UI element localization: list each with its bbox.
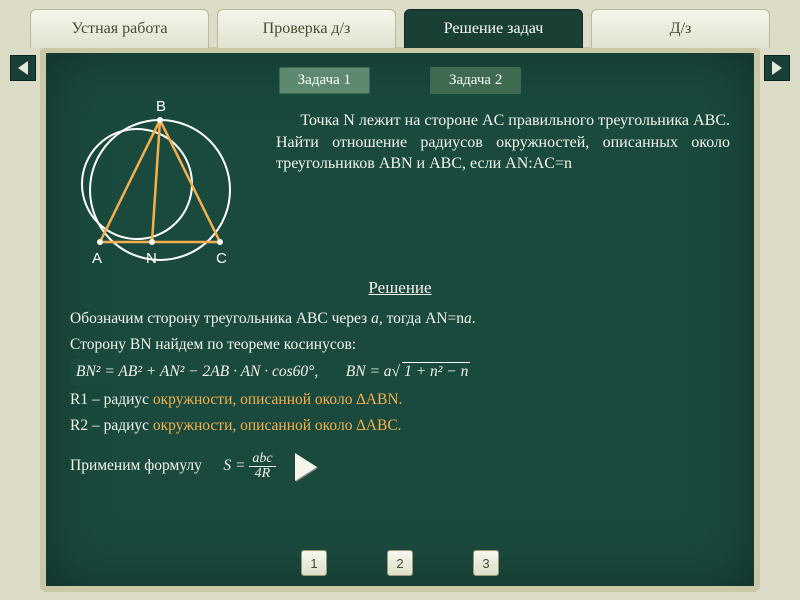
page-1-button[interactable]: 1 — [301, 550, 327, 576]
solution-line-1: Обозначим сторону треугольника ABC через… — [70, 308, 730, 330]
geometry-diagram: B A N C — [70, 102, 260, 272]
formula-cosines: BN² = AB² + AN² − 2AB · AN · cos60°, BN … — [70, 359, 730, 385]
label-C: C — [216, 250, 227, 267]
solution-heading: Решение — [70, 278, 730, 298]
tab-homework[interactable]: Д/з — [591, 9, 770, 48]
board-wrap: Задача 1 Задача 2 B A N C — [10, 47, 790, 592]
page-2-button[interactable]: 2 — [387, 550, 413, 576]
tab-solving[interactable]: Решение задач — [404, 9, 583, 48]
subtab-task1[interactable]: Задача 1 — [279, 67, 370, 94]
next-slide-button[interactable] — [764, 55, 790, 81]
subtab-task2[interactable]: Задача 2 — [430, 67, 521, 94]
label-N: N — [146, 250, 157, 267]
label-A: A — [92, 250, 102, 267]
label-B: B — [156, 98, 166, 115]
apply-formula-line: Применим формулу S = abc 4R — [70, 450, 730, 483]
problem-statement: Точка N лежит на стороне AC правильного … — [276, 102, 730, 272]
chalkboard: Задача 1 Задача 2 B A N C — [40, 47, 760, 592]
tab-oral[interactable]: Устная работа — [30, 9, 209, 48]
r1-line: R1 – радиус окружности, описанной около … — [70, 389, 730, 411]
tab-homework-check[interactable]: Проверка д/з — [217, 9, 396, 48]
play-icon[interactable] — [295, 453, 317, 481]
page-3-button[interactable]: 3 — [473, 550, 499, 576]
prev-slide-button[interactable] — [10, 55, 36, 81]
solution-line-2: Сторону BN найдем по теореме косинусов: — [70, 334, 730, 356]
r2-line: R2 – радиус окружности, описанной около … — [70, 415, 730, 437]
